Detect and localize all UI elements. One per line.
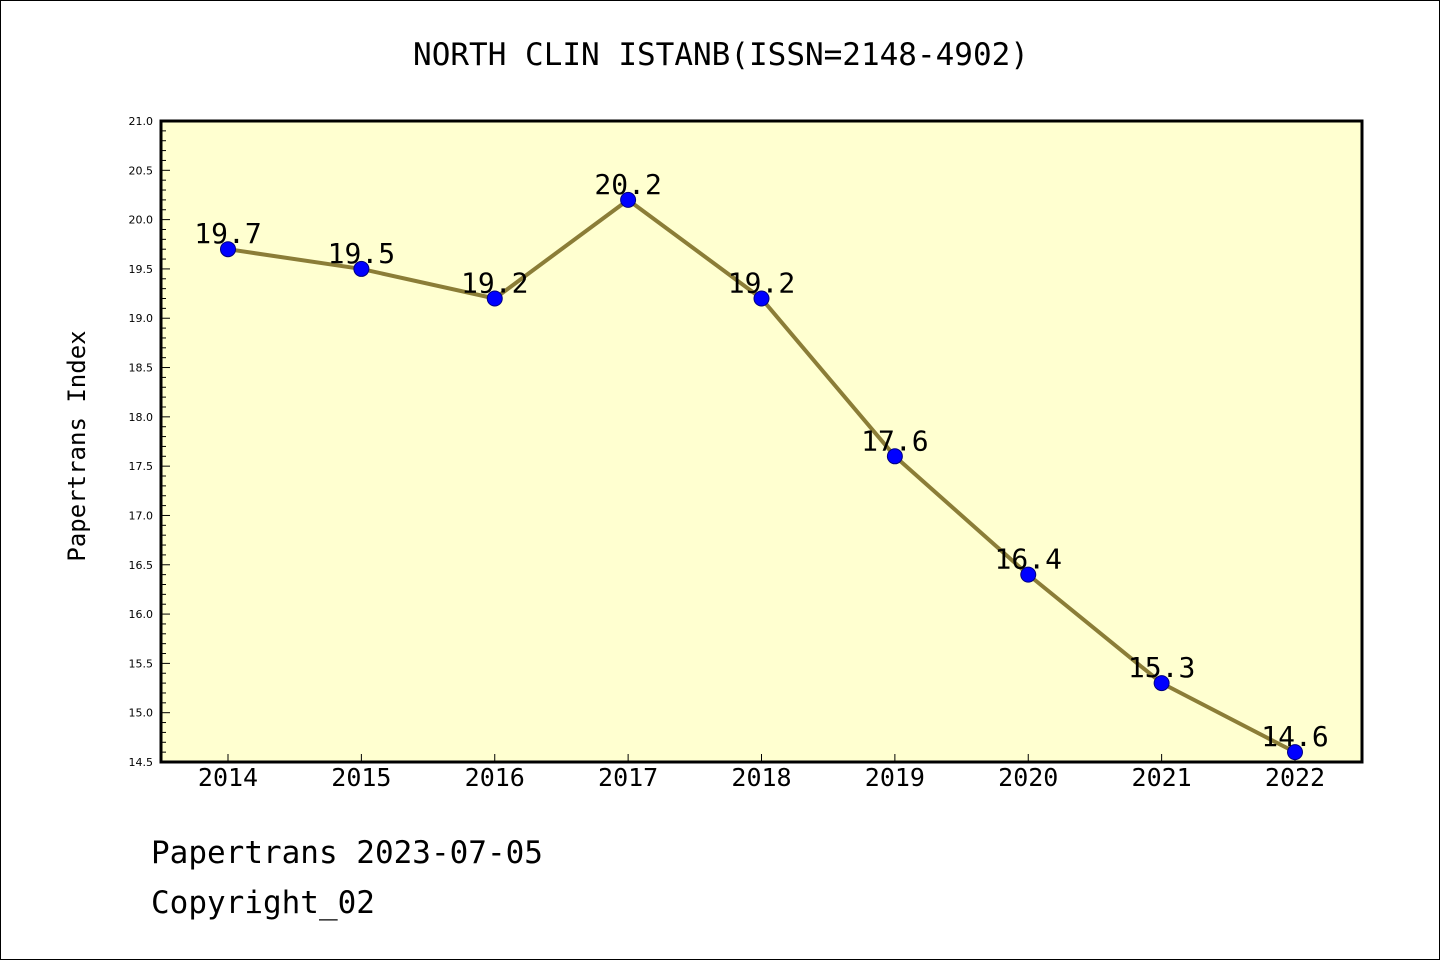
data-point: [1020, 566, 1037, 583]
y-tick-label: 19.5: [129, 263, 154, 276]
y-tick-label: 17.5: [129, 460, 154, 473]
data-label: 19.2: [728, 267, 795, 300]
data-point: [353, 260, 370, 277]
x-tick-label: 2017: [598, 763, 658, 792]
chart-title: NORTH CLIN ISTANB(ISSN=2148-4902): [413, 37, 1029, 73]
footer-date-line: Papertrans 2023-07-05: [151, 835, 543, 871]
plot-frame: [159, 119, 1364, 764]
data-label: 19.2: [461, 267, 528, 300]
data-label: 17.6: [861, 424, 928, 457]
plot-area: [161, 121, 1362, 762]
y-tick-label: 19.0: [129, 312, 154, 325]
data-label: 14.6: [1261, 720, 1328, 753]
y-tick-label: 15.0: [129, 707, 154, 720]
data-point: [1153, 675, 1170, 692]
y-tick-label: 20.0: [129, 214, 154, 227]
data-point: [1287, 744, 1303, 761]
data-point: [220, 241, 236, 258]
x-tick-label: 2021: [1132, 763, 1192, 792]
x-tick-label: 2018: [731, 763, 791, 792]
y-tick-label: 16.0: [129, 608, 154, 621]
y-tick-label: 18.5: [129, 362, 154, 375]
x-tick-label: 2014: [198, 763, 258, 792]
x-tick-label: 2022: [1265, 763, 1325, 792]
data-point: [486, 290, 503, 307]
data-point: [753, 290, 770, 307]
x-tick-label: 2020: [998, 763, 1058, 792]
y-tick-label: 15.5: [129, 657, 154, 670]
data-label: 16.4: [995, 543, 1062, 576]
data-label: 19.5: [328, 237, 395, 270]
x-tick-label: 2019: [865, 763, 925, 792]
data-label: 19.7: [194, 217, 261, 250]
x-tick-label: 2015: [331, 763, 391, 792]
y-tick-label: 14.5: [129, 756, 154, 769]
y-tick-label: 17.0: [129, 509, 154, 522]
data-label: 20.2: [594, 168, 661, 201]
y-tick-label: 16.5: [129, 559, 154, 572]
y-tick-label: 20.5: [129, 164, 154, 177]
y-tick-label: 21.0: [129, 115, 154, 128]
x-tick-label: 2016: [465, 763, 525, 792]
data-point: [620, 191, 637, 208]
y-tick-label: 18.0: [129, 411, 154, 424]
data-label: 15.3: [1128, 651, 1195, 684]
footer-copyright-line: Copyright_02: [151, 885, 375, 921]
data-point: [886, 448, 903, 465]
